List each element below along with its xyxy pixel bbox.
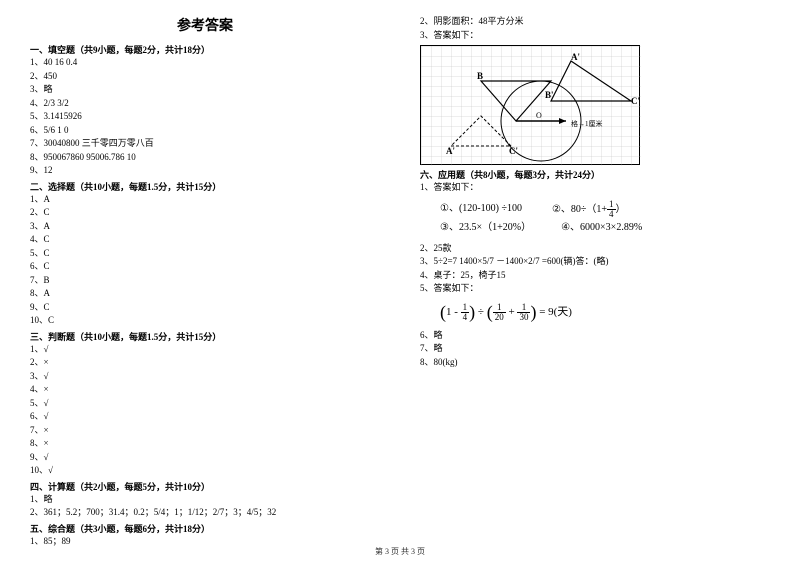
s1-item: 8、950067860 95006.786 10 — [30, 151, 380, 165]
s3-item: 2、× — [30, 356, 380, 370]
s1-item: 1、40 16 0.4 — [30, 56, 380, 70]
s1-item: 6、5/6 1 0 — [30, 124, 380, 138]
s6-tail: 6、略 — [420, 329, 770, 343]
s3-item: 9、√ — [30, 451, 380, 465]
pre-line: 2、阴影面积：48平方分米 — [420, 15, 770, 29]
s6-item: 5、答案如下： — [420, 282, 770, 296]
s4-item: 1、略 — [30, 493, 380, 507]
page-footer: 第 3 页 共 3 页 — [0, 546, 800, 557]
svg-text:C': C' — [631, 96, 640, 106]
s3-item: 7、× — [30, 424, 380, 438]
formula-2: ②、80÷（1+14） — [552, 200, 626, 219]
svg-text:B': B' — [545, 90, 554, 100]
section4-header: 四、计算题（共2小题，每题5分，共计10分） — [30, 480, 380, 493]
s6-item: 3、5÷2=7 1400×5/7 －1400×2/7 =600(辆)答：(略) — [420, 255, 770, 269]
section5-header: 五、综合题（共3小题，每题6分，共计18分） — [30, 522, 380, 535]
geometry-diagram: A' B B' C' O A' C' 格→1厘米 — [420, 45, 640, 165]
s1-item: 7、30040800 三千零四万零八百 — [30, 137, 380, 151]
s3-item: 5、√ — [30, 397, 380, 411]
s6-line1: 1、答案如下： — [420, 181, 770, 195]
s3-item: 6、√ — [30, 410, 380, 424]
s2-item: 9、C — [30, 301, 380, 315]
formula-3: ③、23.5×（1+20%） — [440, 219, 531, 237]
s2-item: 5、C — [30, 247, 380, 261]
s6-item: 4、桌子：25，椅子15 — [420, 269, 770, 283]
svg-text:C': C' — [509, 146, 518, 156]
s2-item: 8、A — [30, 287, 380, 301]
s2-item: 3、A — [30, 220, 380, 234]
s2-item: 6、C — [30, 260, 380, 274]
section1-header: 一、填空题（共9小题，每题2分，共计18分） — [30, 43, 380, 56]
s2-item: 10、C — [30, 314, 380, 328]
s3-item: 3、√ — [30, 370, 380, 384]
svg-text:A': A' — [446, 146, 455, 156]
s3-item: 8、× — [30, 437, 380, 451]
svg-text:B: B — [477, 71, 483, 81]
svg-text:O: O — [536, 111, 542, 120]
svg-text:A': A' — [571, 52, 580, 62]
s2-item: 1、A — [30, 193, 380, 207]
formula-group: ①、(120-100) ÷100 ②、80÷（1+14） ③、23.5×（1+2… — [440, 200, 770, 237]
formula-4: ④、6000×3×2.89% — [561, 219, 642, 237]
s2-item: 2、C — [30, 206, 380, 220]
section6-header: 六、应用题（共8小题，每题3分，共计24分） — [420, 168, 770, 181]
svg-text:格→1厘米: 格→1厘米 — [571, 119, 603, 128]
s6-item: 2、25款 — [420, 242, 770, 256]
pre-line: 3、答案如下： — [420, 29, 770, 43]
s2-item: 4、C — [30, 233, 380, 247]
s1-item: 5、3.1415926 — [30, 110, 380, 124]
s1-item: 4、2/3 3/2 — [30, 97, 380, 111]
s3-item: 10、√ — [30, 464, 380, 478]
s1-item: 2、450 — [30, 70, 380, 84]
page-title: 参考答案 — [30, 15, 380, 35]
equation: (1 - 14) ÷ (120 + 130) = 9(天) — [440, 302, 770, 323]
left-column: 参考答案 一、填空题（共9小题，每题2分，共计18分） 1、40 16 0.4 … — [30, 15, 400, 515]
s1-item: 3、略 — [30, 83, 380, 97]
right-column: 2、阴影面积：48平方分米 3、答案如下： A' B B' C' — [400, 15, 770, 515]
s6-tail: 8、80(kg) — [420, 356, 770, 370]
s3-item: 4、× — [30, 383, 380, 397]
s4-item: 2、361；5.2；700；31.4；0.2；5/4；1；1/12；2/7；3；… — [30, 506, 380, 520]
formula-1: ①、(120-100) ÷100 — [440, 200, 522, 219]
s1-item: 9、12 — [30, 164, 380, 178]
s2-item: 7、B — [30, 274, 380, 288]
section3-header: 三、判断题（共10小题，每题1.5分，共计15分） — [30, 330, 380, 343]
s6-tail: 7、略 — [420, 342, 770, 356]
s3-item: 1、√ — [30, 343, 380, 357]
section2-header: 二、选择题（共10小题，每题1.5分，共计15分） — [30, 180, 380, 193]
